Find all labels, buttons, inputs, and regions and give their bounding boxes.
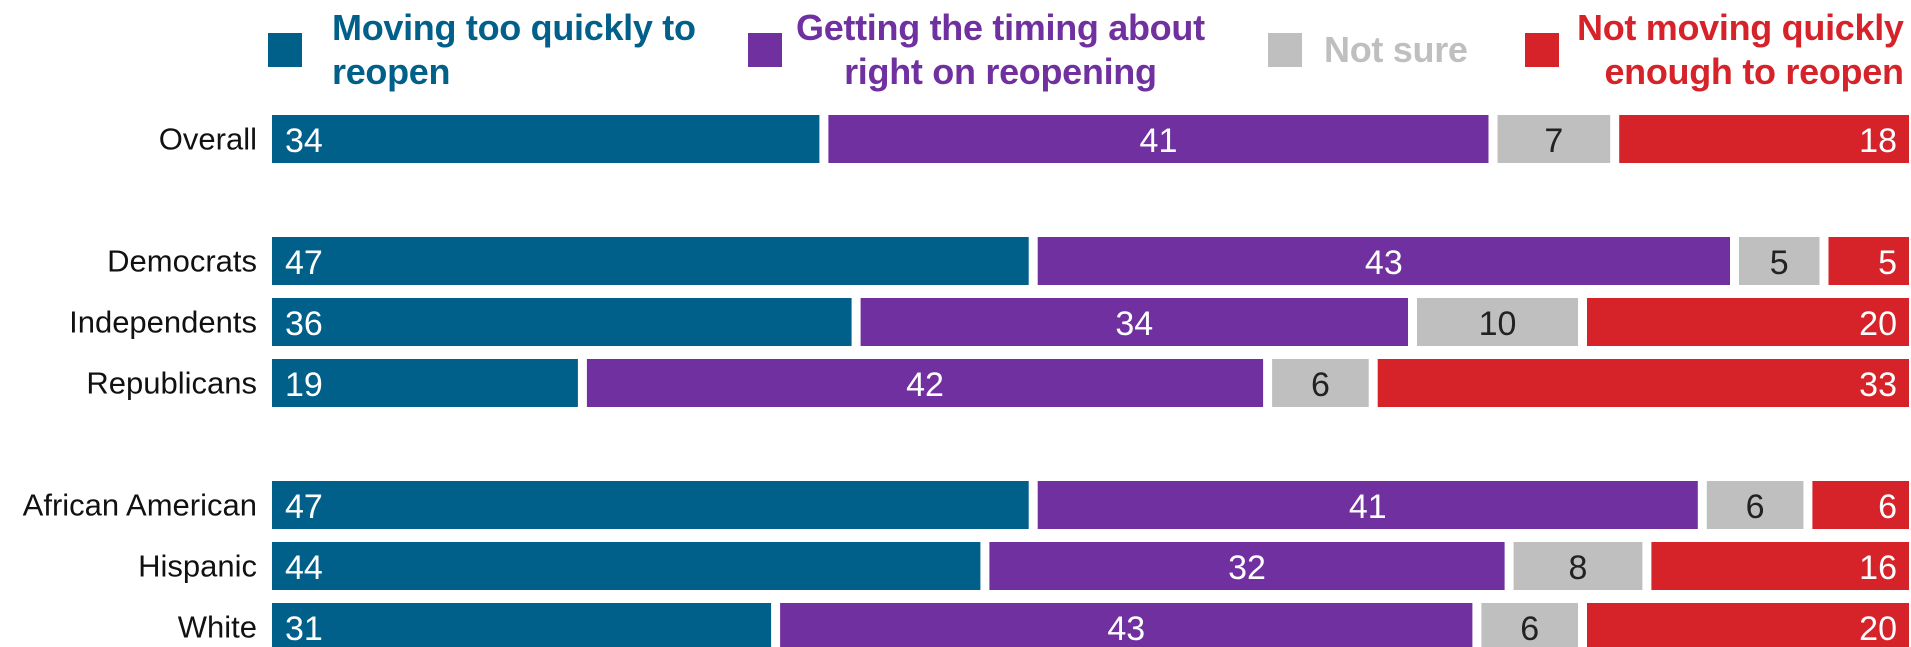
row-label-overall: Overall bbox=[159, 122, 257, 157]
bar-hispanic-series-3 bbox=[1513, 542, 1643, 590]
bar-independents-series-2-label: 34 bbox=[1115, 305, 1153, 343]
bar-african-american-series-2-label: 41 bbox=[1349, 488, 1387, 526]
bar-hispanic-series-1 bbox=[272, 542, 981, 590]
bar-republicans-series-2 bbox=[586, 359, 1264, 407]
bar-white-series-1 bbox=[272, 603, 772, 647]
row-label-republicans: Republicans bbox=[86, 366, 257, 401]
bar-african-american-series-4-label: 6 bbox=[1878, 488, 1897, 526]
bar-overall-series-3 bbox=[1497, 115, 1611, 163]
legend-swatch-getting-timing-right bbox=[748, 33, 782, 67]
bar-hispanic-series-1-label: 44 bbox=[285, 549, 323, 587]
bar-white-series-3 bbox=[1481, 603, 1578, 647]
bar-democrats-series-4-label: 5 bbox=[1878, 244, 1897, 282]
legend-item-getting-timing-right: Getting the timing about right on reopen… bbox=[748, 6, 1205, 94]
bar-hispanic-series-4-label: 16 bbox=[1859, 549, 1897, 587]
legend-label-not-moving-quickly: Not moving quickly enough to reopen bbox=[1577, 7, 1904, 92]
bar-republicans-series-2-label: 42 bbox=[906, 366, 944, 404]
bar-hispanic-series-3-label: 8 bbox=[1569, 549, 1588, 587]
bar-independents-series-3 bbox=[1417, 298, 1578, 346]
bar-african-american-series-4 bbox=[1812, 481, 1909, 529]
bar-independents-series-4-label: 20 bbox=[1859, 305, 1897, 343]
row-label-hispanic: Hispanic bbox=[138, 549, 257, 584]
bar-republicans-series-1-label: 19 bbox=[285, 366, 323, 404]
bar-hispanic-series-4 bbox=[1651, 542, 1909, 590]
bar-democrats-series-2 bbox=[1037, 237, 1730, 285]
bar-white-series-2-label: 43 bbox=[1107, 610, 1145, 647]
bar-republicans-series-3-label: 6 bbox=[1311, 366, 1330, 404]
legend-swatch-moving-too-quickly bbox=[268, 33, 302, 67]
bar-white-series-3-label: 6 bbox=[1520, 610, 1539, 647]
bar-independents-series-1-label: 36 bbox=[285, 305, 323, 343]
bar-white-series-4-label: 20 bbox=[1859, 610, 1897, 647]
bar-overall-series-4 bbox=[1619, 115, 1909, 163]
legend-swatch-not-moving-quickly bbox=[1525, 33, 1559, 67]
bar-african-american-series-1 bbox=[272, 481, 1029, 529]
bar-republicans-series-3 bbox=[1272, 359, 1369, 407]
row-label-white: White bbox=[178, 610, 257, 645]
chart-legend: Moving too quickly to reopen Getting the… bbox=[0, 0, 1911, 100]
bar-democrats-series-4 bbox=[1828, 237, 1909, 285]
bar-republicans-series-4-label: 33 bbox=[1859, 366, 1897, 404]
row-label-independents: Independents bbox=[69, 305, 257, 340]
bar-overall-series-2 bbox=[828, 115, 1489, 163]
bar-independents-series-1 bbox=[272, 298, 852, 346]
bar-white-series-4 bbox=[1587, 603, 1909, 647]
legend-item-moving-too-quickly: Moving too quickly to reopen bbox=[268, 6, 696, 94]
bar-democrats-series-3-label: 5 bbox=[1770, 244, 1789, 282]
legend-label-getting-timing-right: Getting the timing about right on reopen… bbox=[796, 7, 1205, 92]
legend-label-not-sure: Not sure bbox=[1324, 29, 1468, 70]
bar-hispanic-series-2 bbox=[989, 542, 1505, 590]
bar-republicans-series-4 bbox=[1377, 359, 1909, 407]
bar-democrats-series-1-label: 47 bbox=[285, 244, 323, 282]
legend-swatch-not-sure bbox=[1268, 33, 1302, 67]
bar-african-american-series-3-label: 6 bbox=[1746, 488, 1765, 526]
row-label-african-american: African American bbox=[23, 488, 257, 523]
bar-democrats-series-1 bbox=[272, 237, 1029, 285]
legend-item-not-moving-quickly: Not moving quickly enough to reopen bbox=[1525, 6, 1904, 94]
bar-overall-series-2-label: 41 bbox=[1140, 122, 1178, 160]
legend-item-not-sure: Not sure bbox=[1268, 28, 1468, 72]
bar-white-series-2 bbox=[780, 603, 1473, 647]
bar-overall-series-1-label: 34 bbox=[285, 122, 323, 160]
row-label-democrats: Democrats bbox=[107, 244, 257, 279]
bar-democrats-series-3 bbox=[1739, 237, 1820, 285]
bar-overall-series-3-label: 7 bbox=[1544, 122, 1563, 160]
bar-african-american-series-1-label: 47 bbox=[285, 488, 323, 526]
bar-african-american-series-3 bbox=[1706, 481, 1804, 529]
bar-african-american-series-2 bbox=[1037, 481, 1698, 529]
bar-overall-series-4-label: 18 bbox=[1859, 122, 1897, 160]
bar-democrats-series-2-label: 43 bbox=[1365, 244, 1403, 282]
bar-independents-series-3-label: 10 bbox=[1479, 305, 1517, 343]
bar-overall-series-1 bbox=[272, 115, 820, 163]
bar-republicans-series-1 bbox=[272, 359, 578, 407]
bar-independents-series-4 bbox=[1587, 298, 1909, 346]
bar-hispanic-series-2-label: 32 bbox=[1228, 549, 1266, 587]
bar-independents-series-2 bbox=[860, 298, 1408, 346]
legend-label-moving-too-quickly: Moving too quickly to reopen bbox=[332, 7, 696, 92]
bar-white-series-1-label: 31 bbox=[285, 610, 323, 647]
